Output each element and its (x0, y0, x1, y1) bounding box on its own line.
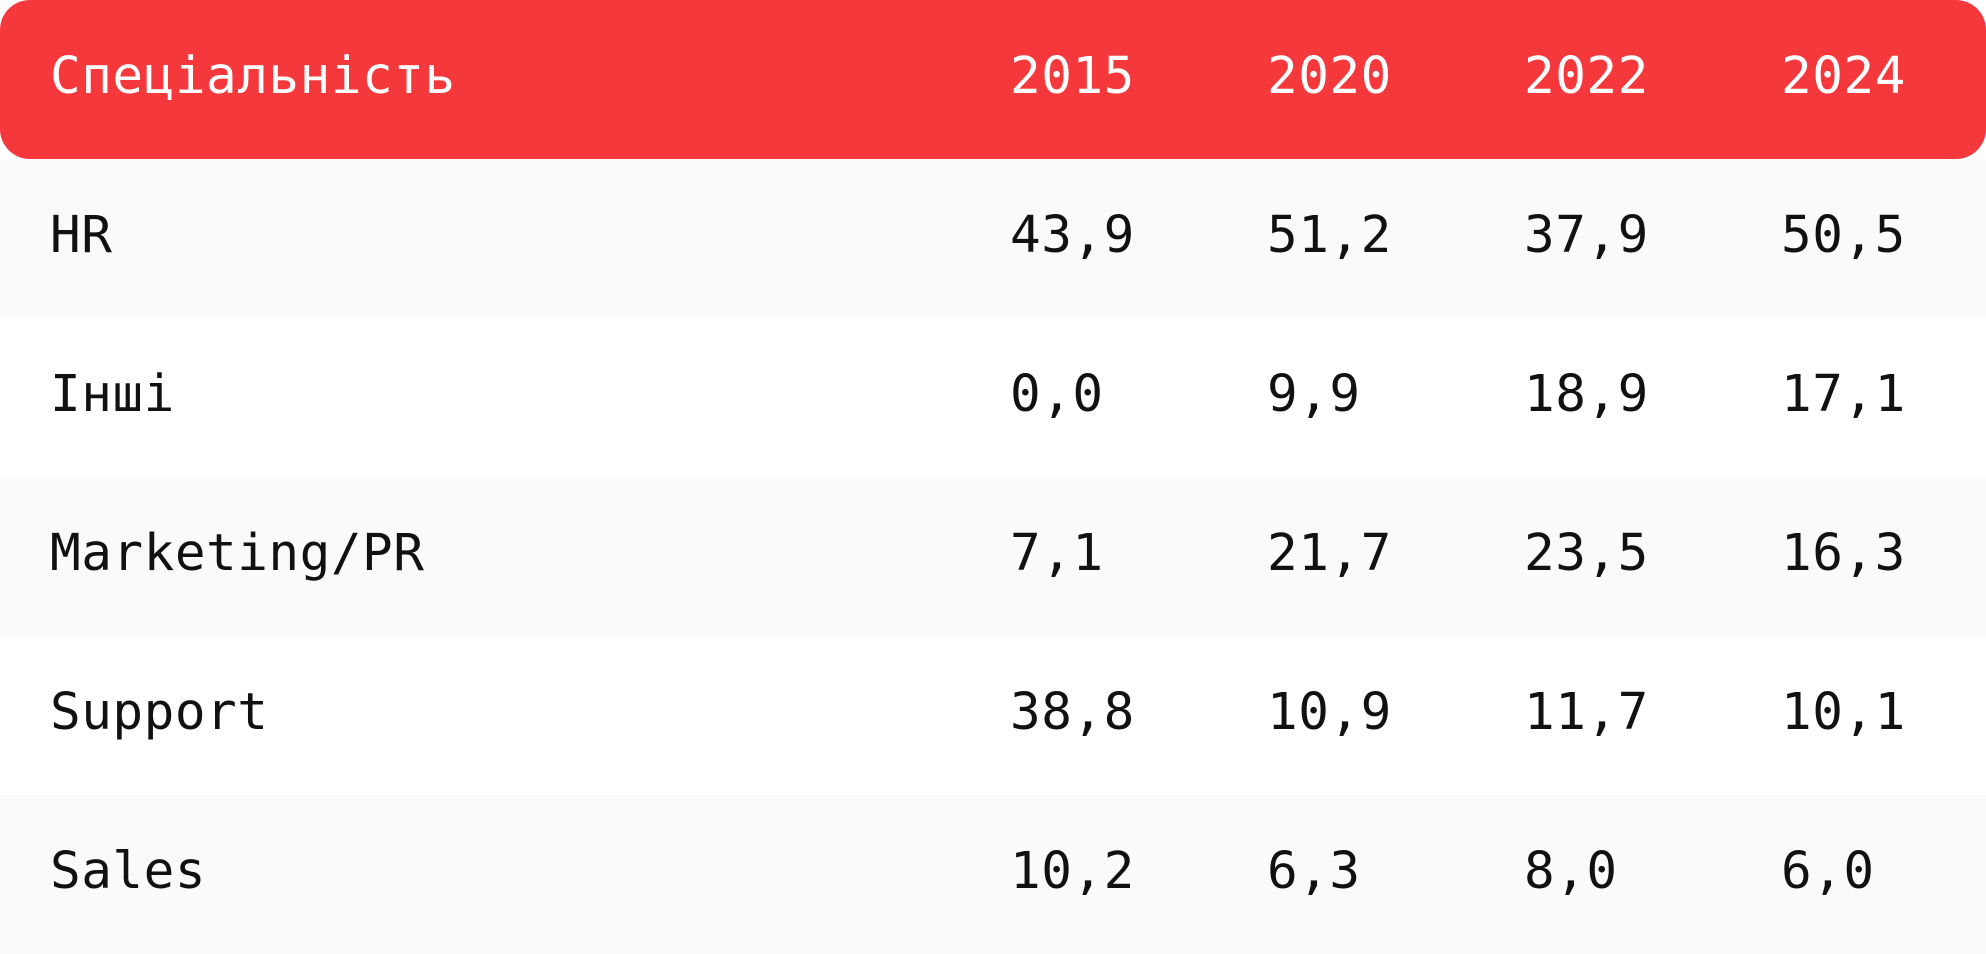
value-cell: 10,2 (1010, 842, 1135, 901)
value-cell: 50,5 (1781, 206, 1906, 265)
row-label: Support (50, 683, 269, 742)
table-row: Support 38,8 10,9 11,7 10,1 (0, 636, 1986, 795)
table-header-row: Спеціальність 2015 2020 2022 2024 (0, 0, 1986, 159)
header-cell-2015: 2015 (1010, 47, 1135, 106)
table-row: HR 43,9 51,2 37,9 50,5 (0, 159, 1986, 318)
value-cell: 37,9 (1524, 206, 1649, 265)
header-cell-2022: 2022 (1524, 47, 1649, 106)
header-cell-2024: 2024 (1781, 47, 1906, 106)
value-cell: 7,1 (1010, 524, 1104, 583)
table-row: Marketing/PR 7,1 21,7 23,5 16,3 (0, 477, 1986, 636)
value-cell: 38,8 (1010, 683, 1135, 742)
value-cell: 0,0 (1010, 365, 1104, 424)
value-cell: 6,3 (1267, 842, 1361, 901)
row-label: Інші (50, 365, 175, 424)
header-cell-2020: 2020 (1267, 47, 1392, 106)
value-cell: 11,7 (1524, 683, 1649, 742)
value-cell: 18,9 (1524, 365, 1649, 424)
value-cell: 16,3 (1781, 524, 1906, 583)
value-cell: 6,0 (1781, 842, 1875, 901)
table-row: Sales 10,2 6,3 8,0 6,0 (0, 795, 1986, 954)
value-cell: 51,2 (1267, 206, 1392, 265)
header-cell-specialty: Спеціальність (50, 47, 456, 106)
row-label: Marketing/PR (50, 524, 425, 583)
value-cell: 8,0 (1524, 842, 1618, 901)
value-cell: 23,5 (1524, 524, 1649, 583)
value-cell: 21,7 (1267, 524, 1392, 583)
row-label: HR (50, 206, 113, 265)
table-row: Інші 0,0 9,9 18,9 17,1 (0, 318, 1986, 477)
value-cell: 17,1 (1781, 365, 1906, 424)
value-cell: 10,9 (1267, 683, 1392, 742)
value-cell: 10,1 (1781, 683, 1906, 742)
value-cell: 43,9 (1010, 206, 1135, 265)
row-label: Sales (50, 842, 207, 901)
value-cell: 9,9 (1267, 365, 1361, 424)
